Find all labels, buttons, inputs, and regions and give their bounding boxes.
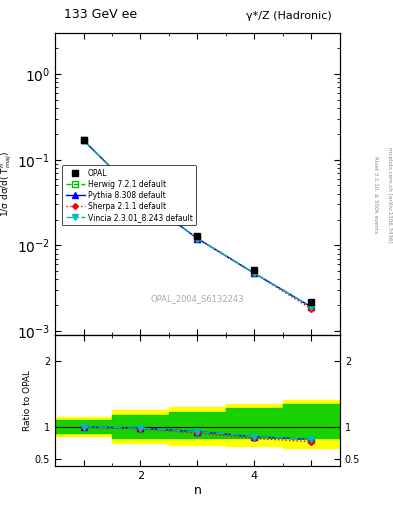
- Vincia 2.3.01_8.243 default: [138, 194, 143, 200]
- Sherpa 2.1.1 default: [252, 270, 257, 276]
- Text: mcplots.cern.ch [arXiv:1306.3436]: mcplots.cern.ch [arXiv:1306.3436]: [387, 147, 391, 242]
- OPAL: [138, 193, 143, 199]
- Vincia 2.3.01_8.243 default: [195, 236, 200, 242]
- Vincia 2.3.01_8.243 default: [252, 270, 257, 276]
- Pythia 8.308 default: [252, 270, 257, 276]
- Sherpa 2.1.1 default: [195, 236, 200, 242]
- Line: Herwig 7.2.1 default: Herwig 7.2.1 default: [81, 138, 314, 310]
- Pythia 8.308 default: [81, 137, 86, 143]
- Line: Vincia 2.3.01_8.243 default: Vincia 2.3.01_8.243 default: [81, 137, 314, 310]
- Vincia 2.3.01_8.243 default: [81, 137, 86, 143]
- Sherpa 2.1.1 default: [81, 137, 86, 143]
- OPAL: [81, 137, 86, 143]
- Pythia 8.308 default: [138, 194, 143, 200]
- Legend: OPAL, Herwig 7.2.1 default, Pythia 8.308 default, Sherpa 2.1.1 default, Vincia 2: OPAL, Herwig 7.2.1 default, Pythia 8.308…: [62, 165, 196, 225]
- OPAL: [252, 267, 257, 273]
- Herwig 7.2.1 default: [195, 236, 200, 242]
- Herwig 7.2.1 default: [309, 304, 314, 310]
- Herwig 7.2.1 default: [138, 194, 143, 200]
- Text: Rivet 3.1.10, ≥ 500k events: Rivet 3.1.10, ≥ 500k events: [373, 156, 378, 233]
- Text: γ*/Z (Hadronic): γ*/Z (Hadronic): [246, 11, 331, 21]
- Text: 133 GeV ee: 133 GeV ee: [64, 8, 137, 21]
- Line: Pythia 8.308 default: Pythia 8.308 default: [81, 137, 314, 310]
- X-axis label: n: n: [193, 483, 202, 497]
- Line: OPAL: OPAL: [80, 137, 315, 305]
- Sherpa 2.1.1 default: [309, 306, 314, 312]
- Pythia 8.308 default: [309, 304, 314, 310]
- Herwig 7.2.1 default: [81, 137, 86, 143]
- OPAL: [195, 232, 200, 239]
- Herwig 7.2.1 default: [252, 270, 257, 276]
- Vincia 2.3.01_8.243 default: [309, 304, 314, 310]
- Sherpa 2.1.1 default: [138, 194, 143, 200]
- Pythia 8.308 default: [195, 236, 200, 242]
- Line: Sherpa 2.1.1 default: Sherpa 2.1.1 default: [81, 138, 314, 311]
- OPAL: [309, 298, 314, 305]
- Y-axis label: 1/σ dσ/d( T$^n_{maj}$): 1/σ dσ/d( T$^n_{maj}$): [0, 151, 14, 217]
- Text: OPAL_2004_S6132243: OPAL_2004_S6132243: [151, 294, 244, 303]
- Y-axis label: Ratio to OPAL: Ratio to OPAL: [23, 370, 32, 431]
